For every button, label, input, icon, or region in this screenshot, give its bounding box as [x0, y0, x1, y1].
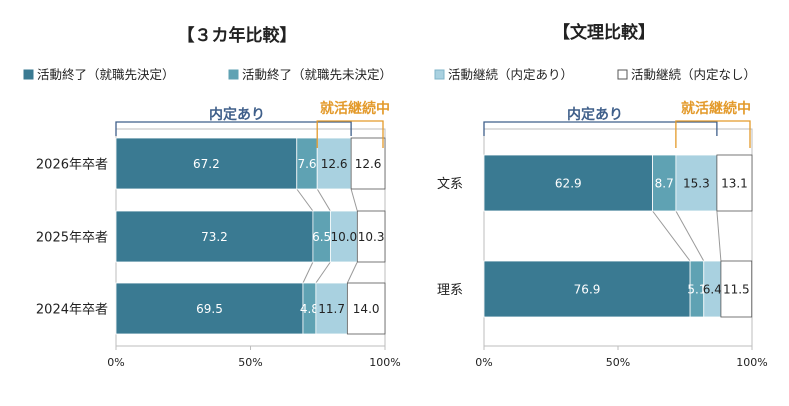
bar-segment: [115, 137, 298, 190]
series-connector-line: [296, 188, 314, 212]
data-label: 8.7: [655, 177, 674, 191]
bar-segment: [346, 282, 386, 335]
annotation-katsudo: 就活継続中: [681, 100, 751, 117]
bar-segment: [315, 282, 348, 335]
legend-label: 活動終了（就職先未決定）: [242, 67, 392, 82]
legend-item: 活動継続（内定あり）: [434, 67, 573, 82]
category-label: 文系: [437, 177, 463, 192]
x-tick-label: 0%: [107, 356, 124, 369]
series-connector-line: [302, 261, 314, 284]
bar-segment: [329, 210, 358, 263]
legend-label: 活動継続（内定なし）: [631, 67, 756, 82]
chart-title: 【文理比較】: [553, 22, 655, 43]
annotation-naitei: 内定あり: [567, 106, 623, 123]
legend-item: 活動継続（内定なし）: [617, 67, 756, 82]
data-label: 69.5: [196, 302, 223, 316]
series-connector-line: [675, 210, 705, 262]
x-tick-label: 50%: [238, 356, 262, 369]
annotation-katsudo: 就活継続中: [320, 100, 390, 117]
bar-segment: [720, 260, 753, 318]
data-label: 7.6: [297, 157, 316, 171]
bar-segment: [115, 282, 304, 335]
data-label: 5.1: [687, 283, 706, 297]
series-connector-line: [346, 261, 358, 284]
legend-swatch: [228, 69, 239, 80]
chart-panel: 【３カ年比較】 0% 50% 100% 2026年卒者 2025年卒者 2024年卒者 67.…: [36, 25, 401, 369]
bar-segment: [115, 210, 314, 263]
data-label: 4.8: [300, 302, 319, 316]
data-label: 12.6: [321, 157, 348, 171]
data-label: 11.5: [723, 283, 750, 297]
data-label: 11.7: [318, 302, 345, 316]
series-connector-line: [350, 188, 358, 212]
x-tick-label: 0%: [475, 356, 492, 369]
data-label: 10.3: [358, 230, 385, 244]
data-label: 73.2: [201, 230, 228, 244]
x-tick-label: 100%: [369, 356, 400, 369]
naitei-bracket: [115, 121, 352, 136]
bar-segment: [483, 154, 653, 212]
series-connector-line: [316, 188, 331, 212]
katsudo-bracket: [316, 120, 384, 148]
data-label: 76.9: [574, 283, 601, 297]
category-label: 2024年卒者: [36, 303, 108, 318]
legend-item: 活動終了（就職先未決定）: [228, 67, 392, 82]
katsudo-bracket: [675, 120, 751, 148]
series-connector-line: [716, 210, 722, 262]
data-label: 13.1: [721, 177, 748, 191]
chart-title: 【３カ年比較】: [178, 25, 297, 46]
legend-item: 活動終了（就職先決定）: [23, 67, 175, 82]
data-label: 6.5: [312, 230, 331, 244]
legend-swatch: [23, 69, 34, 80]
data-label: 12.6: [355, 157, 382, 171]
legend-label: 活動終了（就職先決定）: [37, 67, 175, 82]
series-connector-line: [652, 210, 691, 262]
chart-panels: 【３カ年比較】 0% 50% 100% 2026年卒者 2025年卒者 2024年卒者 67.…: [36, 22, 768, 369]
data-label: 14.0: [353, 302, 380, 316]
bar-segment: [356, 210, 386, 263]
legend: 活動終了（就職先決定） 活動終了（就職先未決定） 活動継続（内定あり） 活動継続（内定…: [23, 67, 756, 82]
category-label: 2025年卒者: [36, 231, 108, 246]
category-label: 2026年卒者: [36, 158, 108, 173]
bar-segment: [716, 154, 753, 212]
x-tick-label: 100%: [736, 356, 767, 369]
data-label: 6.4: [703, 283, 722, 297]
legend-swatch: [434, 69, 445, 80]
bar-segment: [350, 137, 386, 190]
data-label: 15.3: [683, 177, 710, 191]
data-label: 10.0: [330, 230, 357, 244]
series-connector-line: [315, 261, 331, 284]
category-label: 理系: [437, 283, 463, 298]
annotation-naitei: 内定あり: [209, 106, 265, 123]
x-tick-label: 50%: [606, 356, 630, 369]
legend-swatch: [617, 69, 628, 80]
bar-segment: [675, 154, 718, 212]
naitei-bracket: [483, 121, 718, 136]
data-label: 67.2: [193, 157, 220, 171]
bar-segment: [483, 260, 691, 318]
data-label: 62.9: [555, 177, 582, 191]
legend-label: 活動継続（内定あり）: [448, 67, 573, 82]
